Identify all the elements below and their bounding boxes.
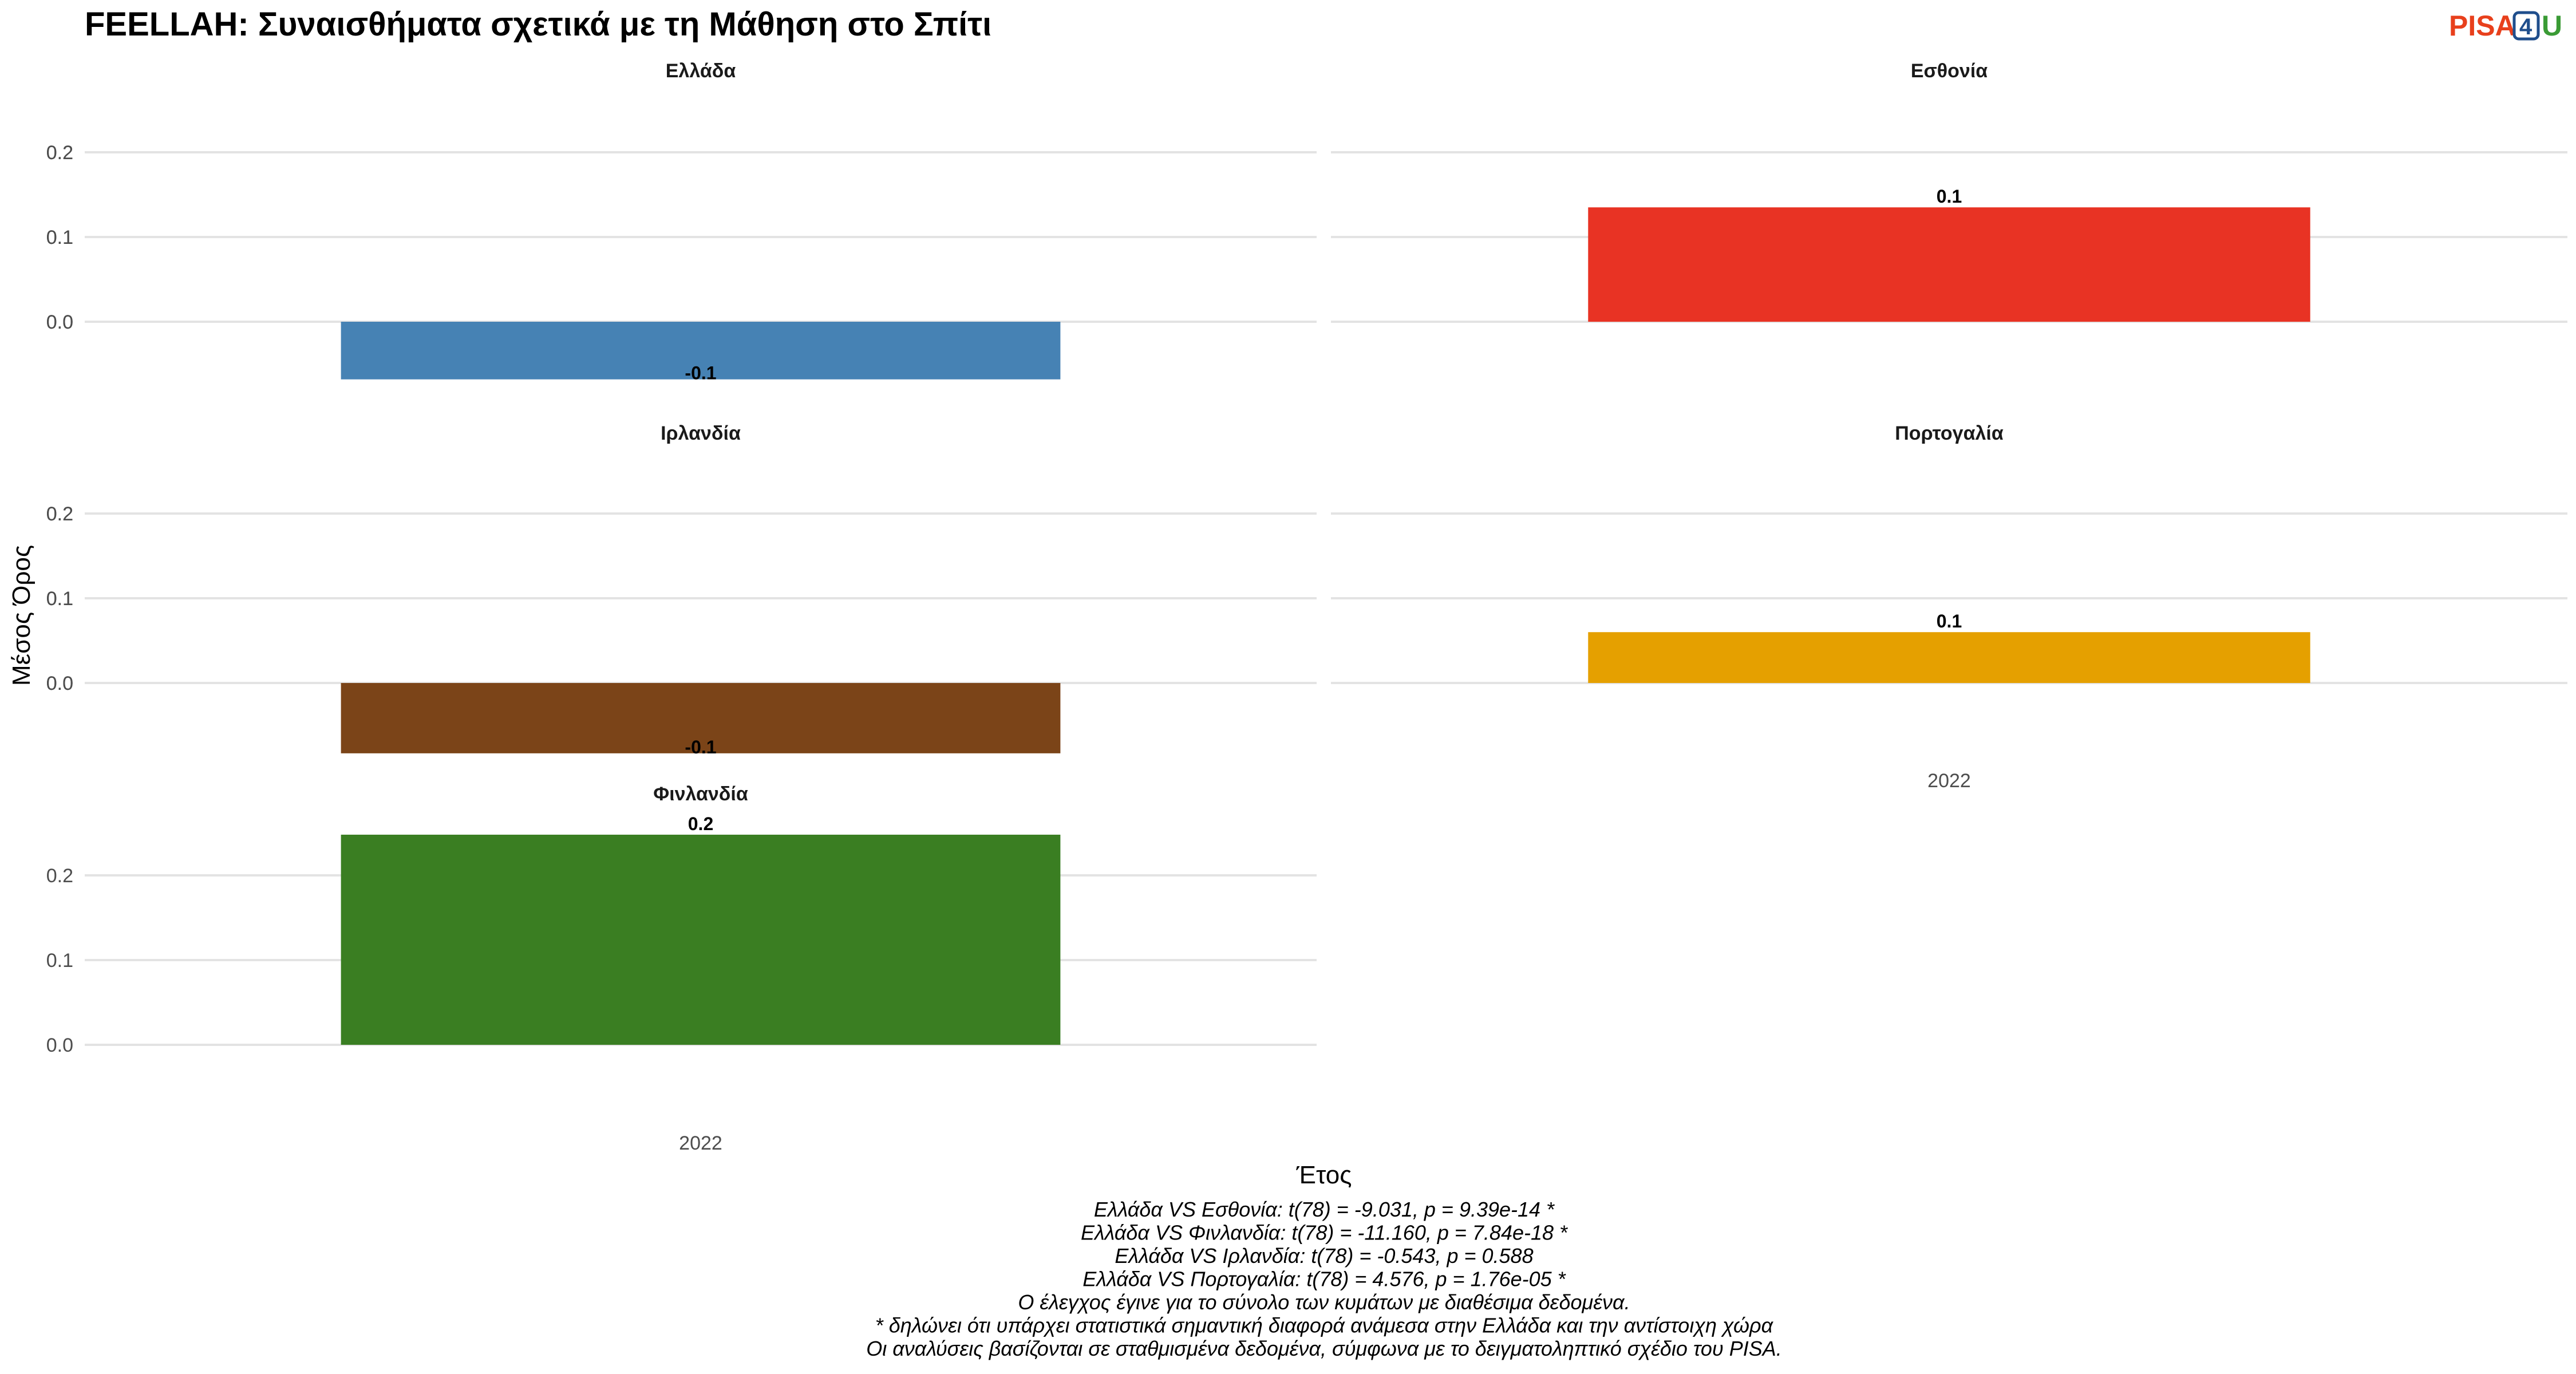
y-tick-label: 0.2 xyxy=(46,503,73,525)
bar-value-label: -0.1 xyxy=(685,737,716,757)
chart-title: FEELLAH: Συναισθήματα σχετικά με τη Μάθη… xyxy=(85,6,991,43)
x-tick-label: 2022 xyxy=(679,1132,722,1154)
caption-line: Οι αναλύσεις βασίζονται σε σταθμισμένα δ… xyxy=(866,1337,1782,1360)
panel-1: Ελλάδα 0.0 0.1 0.2 -0.1 xyxy=(46,60,1317,384)
panel-5: Φινλανδία 0.0 0.1 0.2 0.2 2022 xyxy=(46,783,1317,1154)
caption-line: Ελλάδα VS Εσθονία: t(78) = -9.031, p = 9… xyxy=(1094,1198,1555,1221)
x-tick-label: 2022 xyxy=(1927,770,1971,792)
logo-four-text: 4 xyxy=(2519,14,2532,40)
bar xyxy=(341,834,1061,1045)
x-axis-title: Έτος xyxy=(1296,1161,1352,1189)
y-axis-title: Μέσος Όρος xyxy=(7,545,35,686)
caption-line: Ελλάδα VS Ιρλανδία: t(78) = -0.543, p = … xyxy=(1115,1244,1533,1268)
bar xyxy=(1588,632,2310,683)
caption-line: Ο έλεγχος έγινε για το σύνολο των κυμάτω… xyxy=(1018,1290,1630,1314)
panel-title: Ελλάδα xyxy=(666,60,736,82)
bar xyxy=(1588,207,2310,322)
y-tick-label: 0.2 xyxy=(46,865,73,887)
caption-line: Ελλάδα VS Φινλανδία: t(78) = -11.160, p … xyxy=(1081,1221,1568,1245)
caption: Ελλάδα VS Εσθονία: t(78) = -9.031, p = 9… xyxy=(866,1198,1782,1360)
panel-title: Ιρλανδία xyxy=(661,423,741,444)
y-tick-label: 0.2 xyxy=(46,142,73,164)
y-tick-label: 0.0 xyxy=(46,1035,73,1056)
panel-2: Εσθονία 0.0 0.1 0.2 0.1 xyxy=(46,60,2567,333)
logo-u-text: U xyxy=(2542,10,2562,42)
panel-title: Φινλανδία xyxy=(653,783,748,805)
logo: PISA 4 U xyxy=(2449,10,2562,42)
y-tick-label: 0.0 xyxy=(46,311,73,333)
bar-value-label: -0.1 xyxy=(685,363,716,384)
y-tick-label: 0.1 xyxy=(46,588,73,610)
panel-4: Πορτογαλία 0.0 0.1 0.2 0.1 2022 xyxy=(46,423,2567,792)
panel-title: Εσθονία xyxy=(1911,60,1988,82)
y-tick-label: 0.1 xyxy=(46,227,73,248)
bar-value-label: 0.1 xyxy=(1937,186,1962,207)
logo-pisa-text: PISA xyxy=(2449,10,2516,42)
caption-line: * δηλώνει ότι υπάρχει στατιστικά σημαντι… xyxy=(875,1314,1774,1337)
logo-box-icon xyxy=(2512,11,2540,41)
y-tick-label: 0.2 xyxy=(46,503,73,525)
bar xyxy=(341,683,1061,753)
y-tick-label: 0.2 xyxy=(46,142,73,164)
caption-line: Ελλάδα VS Πορτογαλία: t(78) = 4.576, p =… xyxy=(1082,1268,1566,1291)
panels: Ελλάδα0.00.10.2-0.1Εσθονία0.00.10.20.1Ιρ… xyxy=(46,60,2567,1154)
y-tick-label: 0.0 xyxy=(46,673,73,694)
panel-3: Ιρλανδία 0.0 0.1 0.2 -0.1 xyxy=(46,423,1317,757)
panel-title: Πορτογαλία xyxy=(1895,423,2004,444)
y-tick-label: 0.1 xyxy=(46,950,73,972)
bar xyxy=(341,322,1061,380)
bar-value-label: 0.2 xyxy=(688,814,713,834)
y-tick-label: 0.1 xyxy=(46,588,73,610)
bar-value-label: 0.1 xyxy=(1937,611,1962,631)
y-tick-label: 0.0 xyxy=(46,673,73,694)
y-tick-label: 0.0 xyxy=(46,311,73,333)
y-tick-label: 0.1 xyxy=(46,227,73,248)
